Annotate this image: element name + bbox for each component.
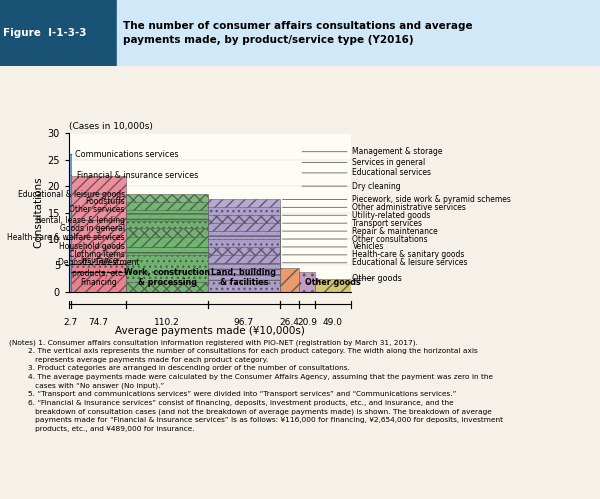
Text: 74.7: 74.7 bbox=[89, 318, 109, 327]
Text: 110.2: 110.2 bbox=[154, 318, 180, 327]
Y-axis label: Consultations: Consultations bbox=[34, 177, 43, 249]
Bar bbox=[127, 194, 208, 292]
Text: Vehicles: Vehicles bbox=[283, 243, 384, 251]
Bar bbox=[208, 207, 280, 292]
Text: Other services: Other services bbox=[70, 206, 125, 215]
Text: Land, building
& facilities: Land, building & facilities bbox=[211, 268, 277, 287]
Bar bbox=[127, 229, 208, 292]
Text: Clothing items: Clothing items bbox=[69, 250, 125, 259]
Bar bbox=[127, 247, 208, 292]
Text: Educational & leisure goods: Educational & leisure goods bbox=[18, 190, 125, 199]
Bar bbox=[208, 223, 280, 292]
Text: Financial & insurance services: Financial & insurance services bbox=[71, 171, 198, 180]
Text: 49.0: 49.0 bbox=[323, 318, 343, 327]
Bar bbox=[280, 268, 299, 292]
Text: Repair & maintenance: Repair & maintenance bbox=[283, 227, 438, 236]
Text: The number of consumer affairs consultations and average
payments made, by produ: The number of consumer affairs consultat… bbox=[123, 21, 473, 44]
Bar bbox=[127, 238, 208, 292]
Bar bbox=[127, 221, 208, 292]
Bar bbox=[208, 239, 280, 292]
Bar bbox=[299, 272, 314, 292]
Text: Dry cleaning: Dry cleaning bbox=[302, 182, 401, 191]
Bar bbox=[71, 264, 127, 292]
Text: Other administrative services: Other administrative services bbox=[283, 203, 466, 212]
Text: Work, construction
& processing: Work, construction & processing bbox=[124, 268, 210, 287]
Text: 2.7: 2.7 bbox=[63, 318, 77, 327]
Text: Average payments made (¥10,000s): Average payments made (¥10,000s) bbox=[115, 326, 305, 336]
Text: Figure  I-1-3-3: Figure I-1-3-3 bbox=[3, 28, 86, 38]
Bar bbox=[127, 255, 208, 292]
Text: Household goods: Household goods bbox=[59, 243, 125, 251]
Bar bbox=[0, 0, 117, 66]
Text: Goods in general: Goods in general bbox=[60, 224, 125, 233]
Text: (Cases in 10,000s): (Cases in 10,000s) bbox=[69, 122, 153, 131]
Text: Educational & leisure services: Educational & leisure services bbox=[283, 258, 468, 267]
Text: Financing: Financing bbox=[80, 278, 117, 287]
Text: Health-care & welfare services: Health-care & welfare services bbox=[7, 233, 125, 242]
Text: Educational services: Educational services bbox=[302, 168, 431, 178]
Bar bbox=[208, 263, 280, 292]
Bar bbox=[208, 215, 280, 292]
Text: Utility-related goods: Utility-related goods bbox=[283, 211, 431, 220]
Text: 20.9: 20.9 bbox=[297, 318, 317, 327]
Text: Piecework, side work & pyramid schemes: Piecework, side work & pyramid schemes bbox=[283, 195, 511, 204]
Bar bbox=[208, 200, 280, 292]
Text: Insurance: Insurance bbox=[80, 255, 118, 264]
Text: Other goods: Other goods bbox=[352, 274, 402, 283]
Bar bbox=[71, 176, 127, 292]
Text: Rental, lease & lending: Rental, lease & lending bbox=[36, 216, 125, 225]
Text: Other consultations: Other consultations bbox=[283, 235, 428, 244]
Text: Management & storage: Management & storage bbox=[302, 147, 443, 156]
Text: Services in general: Services in general bbox=[302, 158, 426, 167]
Text: Deposits, investment
products, etc.: Deposits, investment products, etc. bbox=[58, 258, 139, 278]
Bar bbox=[208, 255, 280, 292]
Bar bbox=[127, 202, 208, 292]
Text: Foodstuffs: Foodstuffs bbox=[85, 198, 125, 207]
Bar bbox=[314, 278, 351, 292]
Text: 96.7: 96.7 bbox=[234, 318, 254, 327]
Text: Health-care & sanitary goods: Health-care & sanitary goods bbox=[283, 250, 465, 259]
Bar bbox=[117, 0, 600, 66]
Bar bbox=[69, 154, 71, 292]
Bar bbox=[208, 280, 280, 292]
Bar bbox=[127, 210, 208, 292]
Text: Transport services: Transport services bbox=[283, 219, 422, 228]
Bar bbox=[71, 272, 127, 292]
Text: Communications services: Communications services bbox=[71, 150, 178, 159]
Text: 26.4: 26.4 bbox=[280, 318, 299, 327]
Bar bbox=[208, 231, 280, 292]
Bar bbox=[127, 282, 208, 292]
Bar bbox=[208, 247, 280, 292]
Text: (Notes) 1. Consumer affairs consultation information registered with PIO-NET (re: (Notes) 1. Consumer affairs consultation… bbox=[9, 339, 503, 432]
Text: Other goods: Other goods bbox=[305, 278, 361, 287]
